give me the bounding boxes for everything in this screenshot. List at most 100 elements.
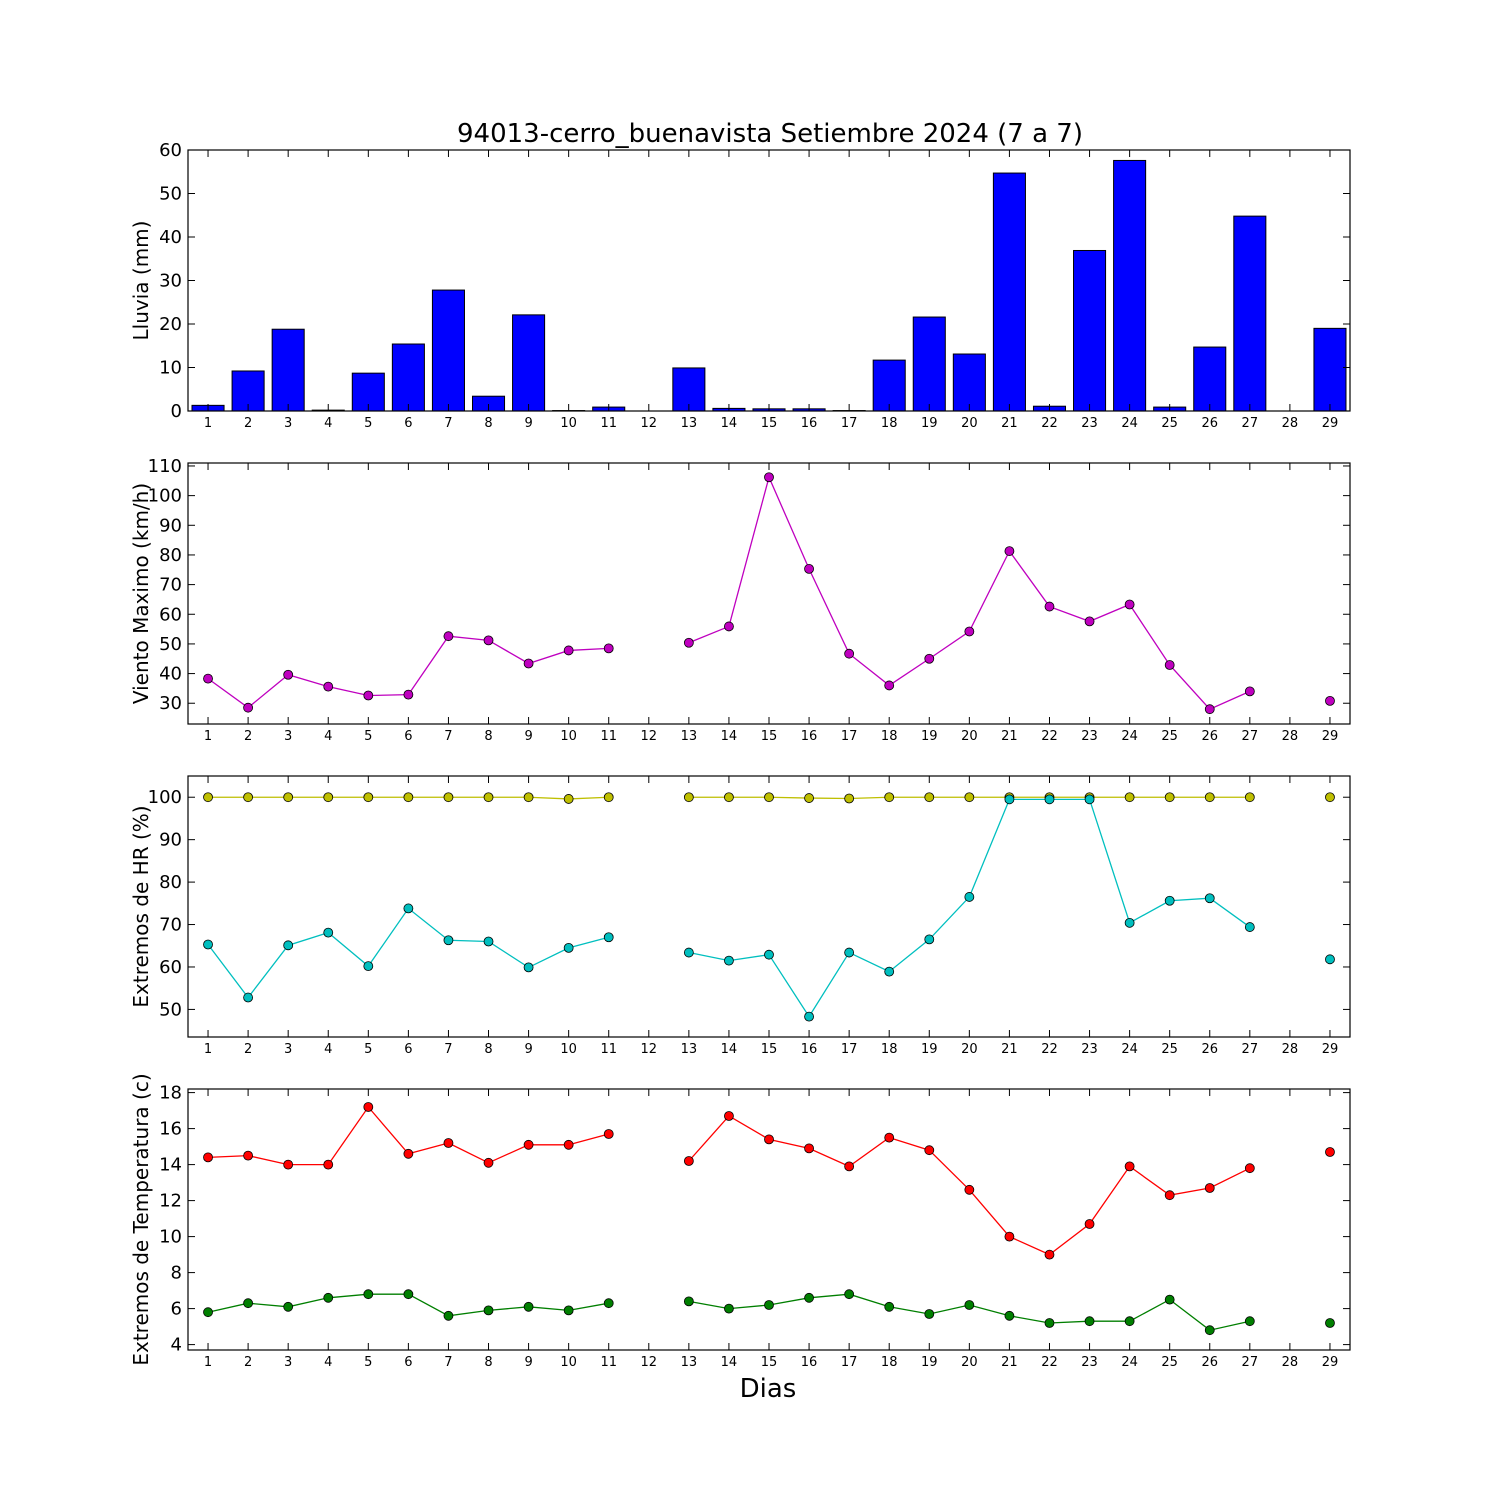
rain-xtick-label: 8	[484, 416, 492, 431]
temp-series-0-point-day-16	[804, 1143, 814, 1154]
wind-xtick-label: 3	[284, 729, 292, 744]
hr-series-1-point-day-26	[1204, 893, 1215, 904]
hr-series-0-point-day-3	[283, 792, 294, 803]
temp-series-0-point-day-11	[603, 1129, 614, 1139]
rain-xtick-label: 26	[1201, 416, 1218, 431]
hr-xtick-label: 21	[1001, 1042, 1018, 1057]
temp-series-0-point-day-9	[523, 1139, 534, 1150]
temp-xtick-label: 8	[484, 1355, 492, 1370]
temp-series-0-point-day-6	[403, 1148, 414, 1159]
hr-series-0-point-day-11	[603, 792, 614, 803]
hr-series-1-point-day-23	[1084, 794, 1095, 805]
hr-series-1-point-day-8	[483, 936, 494, 947]
wind-series-0-point-day-19	[924, 653, 935, 664]
hr-series-0-point-day-2	[243, 792, 254, 803]
wind-xtick-label: 20	[961, 729, 978, 744]
temp-series-0-point-day-15	[764, 1134, 774, 1145]
temp-series-0-point-day-4	[323, 1159, 334, 1170]
hr-xtick-label: 19	[921, 1042, 938, 1057]
hr-series-1-point-day-2	[243, 992, 254, 1003]
temp-series-0-point-day-24	[1124, 1161, 1135, 1172]
hr-xtick-label: 6	[404, 1042, 412, 1057]
hr-xtick-label: 11	[600, 1042, 617, 1057]
rain-xtick-label: 20	[961, 416, 978, 431]
rain-y-axis-label: Lluvia (mm)	[129, 221, 153, 341]
rain-xtick-label: 1	[204, 416, 212, 431]
hr-series-1-point-day-21	[1004, 794, 1015, 805]
hr-xtick-label: 25	[1161, 1042, 1178, 1057]
rain-bar-day-20	[952, 353, 986, 412]
temp-series-0-point-day-2	[243, 1150, 254, 1161]
rain-bar-day-27	[1233, 215, 1267, 412]
wind-series-0-point-day-10	[563, 645, 574, 656]
hr-xtick-label: 18	[881, 1042, 898, 1057]
rain-bar-day-29	[1313, 327, 1347, 412]
hr-ytick-label: 50	[159, 999, 182, 1020]
x-axis-label: Dias	[740, 1374, 797, 1404]
hr-series-0-point-day-10	[563, 794, 574, 804]
hr-ytick-label: 100	[148, 787, 182, 808]
temp-series-0-point-day-19	[924, 1145, 935, 1156]
wind-ytick-label: 90	[159, 515, 182, 536]
hr-xtick-label: 5	[364, 1042, 372, 1057]
wind-series-0-point-day-18	[884, 680, 895, 691]
temp-ytick-label: 10	[159, 1227, 182, 1248]
rain-ytick-label: 40	[159, 227, 182, 248]
wind-series-0-point-day-17	[844, 648, 855, 659]
wind-xtick-label: 17	[841, 729, 858, 744]
rain-bar-day-18	[872, 359, 906, 412]
temp-series-1-point-day-22	[1044, 1318, 1055, 1328]
wind-series-0-point-day-27	[1244, 686, 1255, 697]
temp-series-1-point-day-17	[844, 1289, 855, 1300]
hr-series-1-point-day-25	[1164, 895, 1175, 906]
wind-xtick-label: 12	[641, 729, 658, 744]
rain-xtick-label: 21	[1001, 416, 1018, 431]
hr-series-1-point-day-16	[804, 1011, 814, 1022]
temp-xtick-label: 28	[1282, 1355, 1299, 1370]
temp-series-1-point-day-1	[203, 1307, 213, 1318]
temp-xtick-label: 10	[560, 1355, 577, 1370]
hr-series-0-point-day-24	[1124, 792, 1135, 803]
wind-ytick-label: 100	[148, 486, 182, 507]
hr-ytick-label: 60	[159, 957, 182, 978]
wind-series-0-point-day-21	[1004, 546, 1015, 556]
rain-bar-day-9	[512, 314, 546, 412]
temp-series-0-point-day-7	[443, 1138, 454, 1148]
wind-xtick-label: 23	[1081, 729, 1098, 744]
rain-bar-day-23	[1073, 249, 1107, 412]
hr-series-0-point-day-16	[804, 793, 814, 803]
hr-series-1-point-day-5	[363, 961, 374, 972]
temp-ytick-label: 12	[159, 1191, 182, 1212]
temp-xtick-label: 24	[1121, 1355, 1138, 1370]
wind-xtick-label: 16	[801, 729, 818, 744]
hr-xtick-label: 17	[841, 1042, 858, 1057]
hr-series-0-point-day-19	[924, 792, 935, 803]
wind-ytick-label: 60	[159, 604, 182, 625]
wind-series-0-point-day-9	[523, 658, 534, 669]
hr-series-1-point-day-3	[283, 940, 294, 951]
hr-series-0-point-day-8	[483, 792, 494, 803]
temp-series-1-point-day-8	[483, 1305, 494, 1316]
temp-ytick-label: 4	[171, 1335, 182, 1356]
temp-xtick-label: 22	[1041, 1355, 1058, 1370]
rain-bar-day-19	[912, 316, 946, 412]
hr-series-0-point-day-5	[363, 792, 374, 803]
rain-xtick-label: 17	[841, 416, 858, 431]
hr-series-1-point-day-13	[683, 947, 694, 958]
rain-xtick-label: 19	[921, 416, 938, 431]
wind-series-0-point-day-1	[203, 673, 213, 684]
rain-xtick-label: 11	[600, 416, 617, 431]
temp-series-0-point-day-29	[1325, 1147, 1335, 1157]
rain-xtick-label: 7	[444, 416, 452, 431]
temp-series-1-point-day-15	[764, 1300, 774, 1310]
temp-series-1-point-day-21	[1004, 1310, 1015, 1321]
hr-series-1-point-day-11	[603, 932, 614, 943]
rain-bar-day-2	[231, 370, 265, 412]
temp-xtick-label: 11	[600, 1355, 617, 1370]
temp-xtick-label: 29	[1322, 1355, 1339, 1370]
wind-series-0-point-day-6	[403, 689, 414, 700]
hr-series-0-point-day-6	[403, 792, 414, 803]
hr-series-1-point-day-9	[523, 962, 534, 973]
rain-xtick-label: 29	[1322, 416, 1339, 431]
